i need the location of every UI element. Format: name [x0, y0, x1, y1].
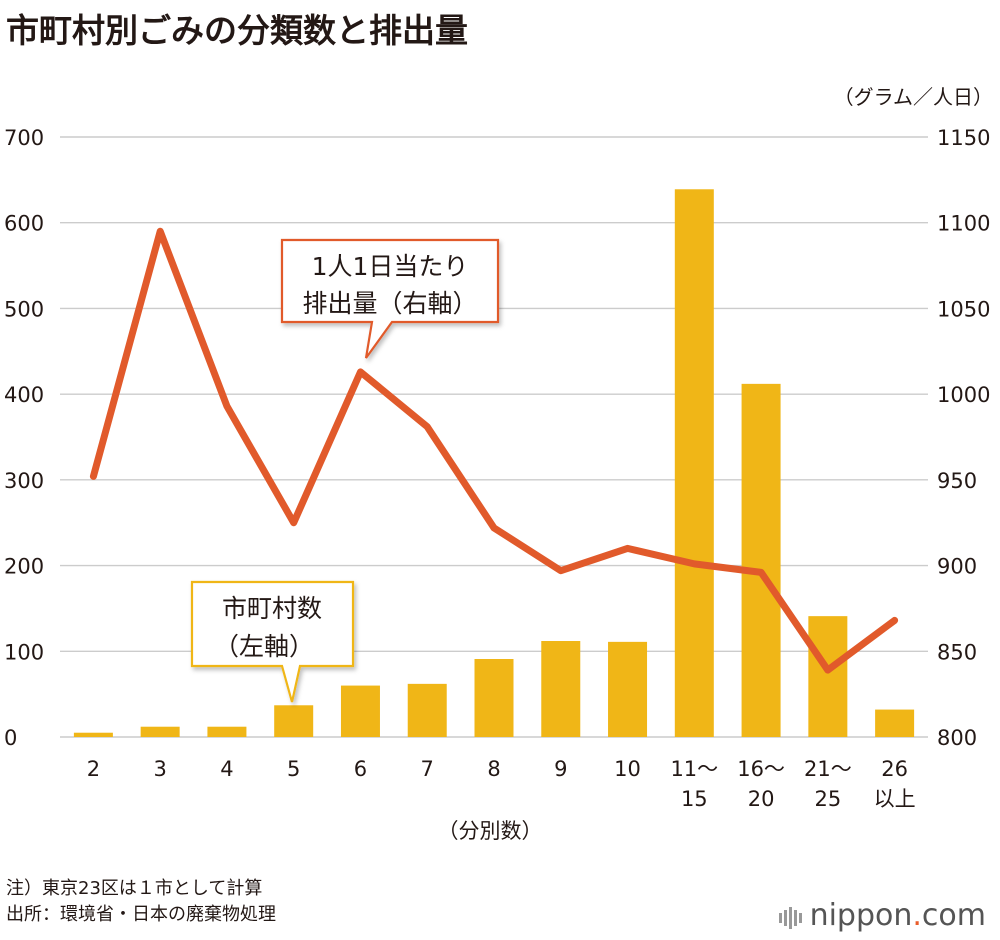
- category-label: 5: [287, 757, 300, 781]
- left-tick-label: 600: [4, 212, 44, 236]
- left-tick-label: 200: [4, 555, 44, 579]
- line-point: [624, 545, 631, 552]
- footnote: 注）東京23区は１市として計算 出所：環境省・日本の廃棄物処理: [6, 876, 276, 928]
- line-point: [491, 524, 497, 531]
- chart: 0 100 200 300 400 500 600 700 800 850 900 950 1000 1…: [4, 85, 993, 843]
- bar: [608, 641, 648, 737]
- category-label: 4: [220, 757, 233, 781]
- left-tick-label: 100: [4, 640, 44, 664]
- line-point: [824, 667, 831, 674]
- line-point: [691, 560, 698, 567]
- bar: [207, 726, 247, 737]
- bar: [73, 732, 113, 737]
- bar-callout-label-2: （左軸）: [214, 632, 314, 661]
- bar: [407, 683, 447, 737]
- left-tick-label: 400: [4, 383, 44, 407]
- bar: [474, 659, 514, 737]
- right-tick-label: 1050: [937, 297, 990, 321]
- source-line: 出所：環境省・日本の廃棄物処理: [6, 904, 276, 925]
- category-label: 21～: [804, 757, 852, 781]
- line-callout: [280, 238, 500, 359]
- right-tick-label: 1150: [937, 126, 990, 150]
- gridlines: [60, 136, 928, 738]
- line-series: [89, 227, 899, 674]
- category-label: 16～: [737, 757, 785, 781]
- right-tick-label: 950: [937, 469, 977, 493]
- line-point: [290, 519, 297, 526]
- category-label: 8: [487, 757, 500, 781]
- right-axis-unit: （グラム／人日）: [834, 85, 993, 109]
- category-label: 9: [554, 757, 567, 781]
- logo-bars-icon: [778, 899, 804, 934]
- category-label: 2: [87, 757, 100, 781]
- x-axis-label: （分別数）: [438, 819, 543, 843]
- bar: [541, 641, 581, 737]
- left-tick-label: 300: [4, 469, 44, 493]
- category-label: 10: [614, 757, 641, 781]
- note-line: 注）東京23区は１市として計算: [6, 878, 263, 899]
- right-tick-label: 800: [937, 726, 977, 750]
- category-label: 20: [748, 787, 775, 811]
- brand-suffix: com: [921, 898, 986, 933]
- brand-logo: nippon.com: [778, 898, 986, 934]
- bar-callout-label-1: 市町村数: [222, 594, 322, 623]
- category-label: 25: [814, 787, 841, 811]
- category-label: 以上: [874, 787, 916, 811]
- left-tick-label: 0: [4, 726, 17, 750]
- bar: [340, 685, 380, 737]
- line-point: [223, 403, 230, 410]
- category-label: 6: [354, 757, 367, 781]
- line-callout-label-2: 排出量（右軸）: [302, 289, 477, 318]
- category-label: 11～: [670, 757, 718, 781]
- line-point: [557, 567, 564, 574]
- line-callout-label-1: 1人1日当たり: [312, 252, 469, 281]
- left-tick-label: 500: [4, 297, 44, 321]
- right-tick-label: 1000: [937, 383, 990, 407]
- bar: [741, 383, 781, 737]
- bar: [140, 726, 180, 737]
- line-point: [758, 569, 765, 576]
- bar: [274, 705, 314, 737]
- category-label: 26: [881, 757, 908, 781]
- category-label: 3: [153, 757, 166, 781]
- line-point: [424, 423, 431, 430]
- category-label: 15: [681, 787, 708, 811]
- bar-callout: [190, 580, 355, 703]
- bar: [674, 189, 714, 738]
- bar: [808, 616, 848, 737]
- bar-series: [73, 189, 915, 738]
- right-axis-ticks: 800 850 900 950 1000 1050 1100 1150: [937, 126, 990, 750]
- line-point: [157, 228, 164, 235]
- brand-name: nippon: [809, 898, 913, 933]
- bar: [875, 709, 915, 737]
- line-point: [90, 473, 97, 480]
- right-tick-label: 850: [937, 640, 977, 664]
- line-point: [357, 368, 364, 375]
- x-axis-categories: 2 3 4 5 6 7 8 9 10 11～ 15 16～ 20 21～ 25 26 以上: [87, 757, 916, 811]
- category-label: 7: [421, 757, 434, 781]
- chart-title: 市町村別ごみの分類数と排出量: [6, 11, 468, 50]
- left-tick-label: 700: [4, 126, 44, 150]
- line-point: [891, 617, 898, 624]
- brand-dot: .: [912, 898, 922, 933]
- right-tick-label: 900: [937, 555, 977, 579]
- left-axis-ticks: 0 100 200 300 400 500 600 700: [4, 126, 44, 750]
- right-tick-label: 1100: [937, 212, 990, 236]
